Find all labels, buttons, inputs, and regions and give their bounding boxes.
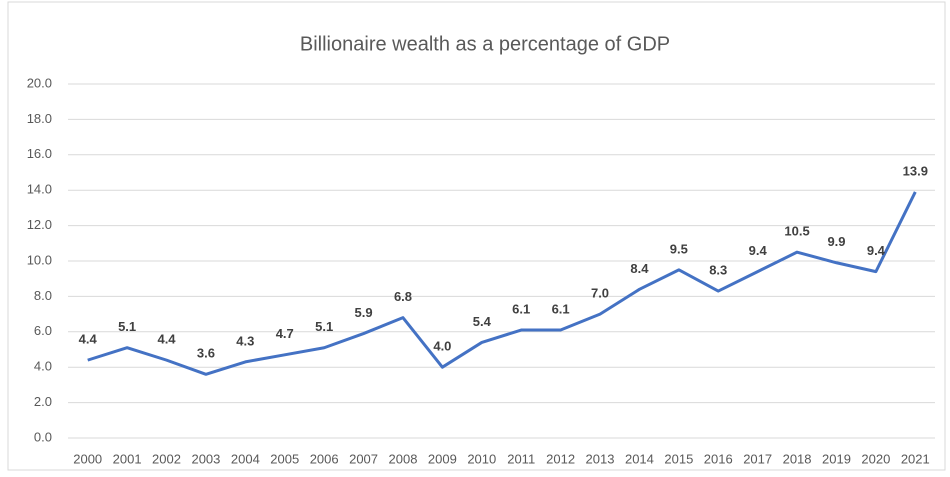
y-tick-label: 16.0 — [27, 146, 52, 161]
data-label: 3.6 — [197, 346, 215, 361]
x-tick-label: 2015 — [664, 451, 693, 466]
x-tick-label: 2001 — [113, 451, 142, 466]
x-tick-label: 2009 — [428, 451, 457, 466]
data-label: 5.4 — [473, 314, 492, 329]
x-tick-label: 2013 — [586, 451, 615, 466]
chart-title: Billionaire wealth as a percentage of GD… — [300, 33, 670, 55]
data-label: 8.4 — [630, 261, 649, 276]
y-tick-label: 0.0 — [34, 429, 52, 444]
data-label: 5.1 — [315, 319, 333, 334]
x-tick-label: 2011 — [507, 451, 535, 466]
x-tick-label: 2017 — [743, 451, 772, 466]
data-label: 9.4 — [749, 243, 768, 258]
chart-frame — [7, 1, 946, 471]
data-label: 4.4 — [79, 332, 98, 347]
x-tick-label: 2021 — [901, 451, 930, 466]
data-label: 8.3 — [709, 263, 727, 278]
data-label: 4.7 — [276, 326, 294, 341]
data-label: 6.8 — [394, 289, 412, 304]
x-tick-label: 2014 — [625, 451, 654, 466]
data-label: 6.1 — [552, 301, 570, 316]
data-label: 4.0 — [433, 339, 451, 354]
data-label: 6.1 — [512, 301, 530, 316]
x-tick-label: 2006 — [310, 451, 339, 466]
y-tick-label: 8.0 — [34, 288, 52, 303]
data-label: 10.5 — [784, 224, 809, 239]
y-tick-label: 2.0 — [34, 394, 52, 409]
x-tick-label: 2019 — [822, 451, 851, 466]
x-tick-label: 2008 — [389, 451, 418, 466]
data-label: 9.5 — [670, 241, 688, 256]
x-tick-label: 2007 — [349, 451, 378, 466]
x-tick-label: 2010 — [467, 451, 496, 466]
x-tick-label: 2002 — [152, 451, 181, 466]
y-tick-label: 20.0 — [27, 75, 52, 90]
data-label: 5.1 — [118, 319, 136, 334]
x-tick-label: 2004 — [231, 451, 260, 466]
x-tick-label: 2020 — [861, 451, 890, 466]
x-tick-label: 2012 — [546, 451, 575, 466]
y-tick-label: 10.0 — [27, 252, 52, 267]
y-tick-label: 18.0 — [27, 111, 52, 126]
x-tick-label: 2000 — [73, 451, 102, 466]
y-tick-label: 14.0 — [27, 182, 52, 197]
data-label: 4.4 — [157, 332, 176, 347]
x-tick-label: 2018 — [783, 451, 812, 466]
data-label: 13.9 — [903, 163, 928, 178]
x-tick-label: 2003 — [191, 451, 220, 466]
x-tick-label: 2005 — [270, 451, 299, 466]
line-series — [87, 191, 917, 376]
x-tick-label: 2016 — [704, 451, 733, 466]
data-label: 9.4 — [867, 243, 886, 258]
y-tick-label: 12.0 — [27, 217, 52, 232]
data-label: 7.0 — [591, 286, 609, 301]
data-label: 4.3 — [236, 333, 254, 348]
y-tick-label: 6.0 — [34, 323, 52, 338]
data-label: 5.9 — [355, 305, 373, 320]
data-label: 9.9 — [827, 234, 845, 249]
y-tick-label: 4.0 — [34, 359, 52, 374]
